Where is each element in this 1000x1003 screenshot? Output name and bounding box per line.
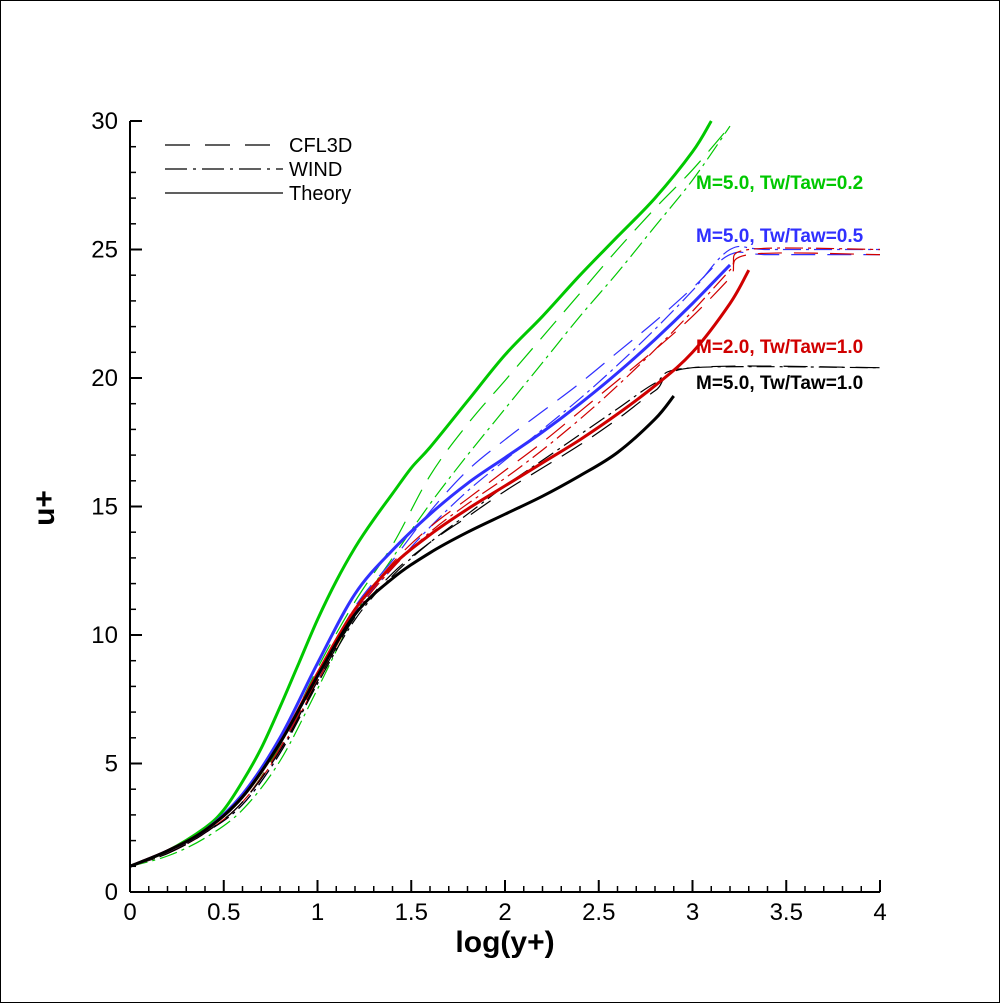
series-m-5-0-tw-taw-1-0-cfl3d xyxy=(129,365,881,867)
y-tick-label: 20 xyxy=(91,365,118,392)
series-m-5-0-tw-taw-0-5-cfl3d xyxy=(129,251,880,867)
ticks-layer: 0 0.5 1 1.5 2 2.5 3 3.5 4 0 5 10 15 20 25 30 xyxy=(91,108,886,926)
x-tick-label: 2 xyxy=(498,899,511,926)
y-tick-label: 25 xyxy=(91,237,118,264)
legend-label-theory: Theory xyxy=(289,183,351,205)
curves-layer xyxy=(129,120,881,868)
series-m-2-0-tw-taw-1-0-theory xyxy=(129,269,751,868)
case-annotations: M=5.0, Tw/Taw=0.2 M=5.0, Tw/Taw=0.5 M=2.… xyxy=(696,173,864,394)
x-tick-label: 1 xyxy=(311,899,324,926)
series-m-5-0-tw-taw-1-0-theory xyxy=(129,395,675,868)
series-m-5-0-tw-taw-0-2-wind xyxy=(129,125,731,867)
series-m-5-0-tw-taw-1-0-wind xyxy=(129,365,881,867)
y-tick-label: 0 xyxy=(105,879,118,906)
x-tick-label: 2.5 xyxy=(582,899,615,926)
annotation-m5-tw05: M=5.0, Tw/Taw=0.5 xyxy=(696,226,864,247)
x-tick-label: 1.5 xyxy=(395,899,428,926)
x-axis-title: log(y+) xyxy=(455,926,554,959)
series-m-5-0-tw-taw-0-5-theory xyxy=(129,263,732,868)
y-tick-label: 15 xyxy=(91,494,118,521)
annotation-m5-tw02: M=5.0, Tw/Taw=0.2 xyxy=(696,173,863,194)
y-tick-label: 30 xyxy=(91,108,118,135)
x-tick-label: 3.5 xyxy=(770,899,803,926)
x-tick-label: 0 xyxy=(123,899,136,926)
x-tick-label: 4 xyxy=(873,899,886,926)
series-m-5-0-tw-taw-0-2-cfl3d xyxy=(129,125,731,867)
y-axis-title: u+ xyxy=(28,490,61,526)
x-tick-label: 0.5 xyxy=(207,899,240,926)
legend-label-wind: WIND xyxy=(289,159,342,181)
legend: CFL3D WIND Theory xyxy=(165,135,352,205)
y-tick-label: 5 xyxy=(105,751,118,778)
annotation-m2-tw10: M=2.0, Tw/Taw=1.0 xyxy=(696,337,863,358)
legend-label-cfl3d: CFL3D xyxy=(289,135,352,157)
series-m-2-0-tw-taw-1-0-cfl3d xyxy=(129,252,881,867)
annotation-m5-tw10: M=5.0, Tw/Taw=1.0 xyxy=(696,373,863,394)
series-m-5-0-tw-taw-0-2-theory xyxy=(129,120,713,868)
x-tick-label: 3 xyxy=(686,899,699,926)
y-tick-label: 10 xyxy=(91,622,118,649)
